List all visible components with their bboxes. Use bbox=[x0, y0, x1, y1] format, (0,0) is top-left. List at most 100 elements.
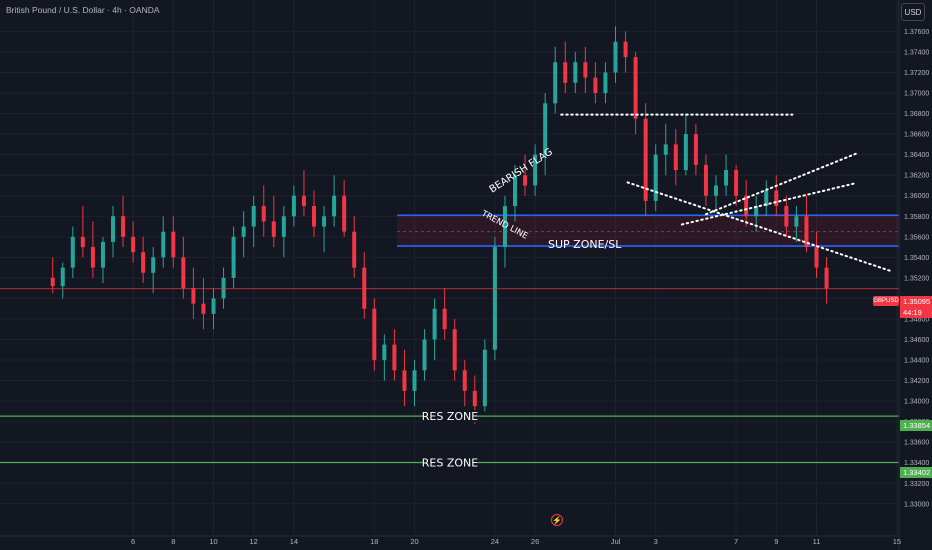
candle-body bbox=[412, 370, 417, 391]
candle-body bbox=[452, 329, 457, 371]
x-tick-label: 6 bbox=[131, 537, 135, 546]
y-tick-label: 1.34800 bbox=[904, 316, 929, 323]
y-tick-label: 1.36800 bbox=[904, 111, 929, 118]
candle-body bbox=[70, 236, 75, 268]
candle-body bbox=[251, 206, 256, 227]
y-tick-label: 1.36400 bbox=[904, 152, 929, 159]
candle-body bbox=[422, 339, 427, 371]
y-tick-label: 1.35200 bbox=[904, 275, 929, 282]
candle-body bbox=[291, 195, 296, 217]
candle-body bbox=[60, 267, 65, 287]
candle-body bbox=[754, 206, 759, 217]
x-tick-label: 7 bbox=[734, 537, 738, 546]
candle-body bbox=[392, 344, 397, 371]
candle-body bbox=[151, 257, 156, 273]
candle-body bbox=[673, 144, 678, 171]
candle-body bbox=[342, 195, 347, 232]
candle-body bbox=[583, 62, 588, 78]
x-tick-label: 15 bbox=[893, 537, 901, 546]
candle-body bbox=[161, 231, 166, 258]
time-axis[interactable]: 6810121418202426Jul37911151721232529Aug5 bbox=[0, 535, 932, 546]
y-tick-label: 1.36600 bbox=[904, 132, 929, 139]
candle-body bbox=[181, 257, 186, 289]
candle-body bbox=[382, 344, 387, 361]
candle-body bbox=[804, 216, 809, 248]
candle-body bbox=[301, 195, 306, 207]
candle-body bbox=[442, 308, 447, 330]
y-tick-label: 1.37200 bbox=[904, 70, 929, 77]
trend-line-flag-upper bbox=[704, 151, 860, 216]
y-tick-label: 1.35600 bbox=[904, 234, 929, 241]
currency-button[interactable]: USD bbox=[901, 3, 925, 21]
candle-body bbox=[734, 170, 739, 196]
x-tick-label: 10 bbox=[209, 537, 217, 546]
candle-body bbox=[221, 277, 226, 299]
y-tick-label: 1.35800 bbox=[904, 214, 929, 221]
candle-body bbox=[261, 206, 266, 222]
x-tick-label: 20 bbox=[410, 537, 418, 546]
price-axis[interactable]: 1.330001.332001.334001.336001.338001.340… bbox=[898, 0, 932, 550]
candle-body bbox=[432, 308, 437, 340]
x-tick-label: 24 bbox=[491, 537, 499, 546]
candle-body bbox=[131, 236, 136, 253]
trend-line-trend-line bbox=[626, 181, 894, 273]
candle-body bbox=[322, 216, 327, 227]
candle-body bbox=[271, 221, 276, 237]
y-tick-label: 1.34000 bbox=[904, 399, 929, 406]
candle-body bbox=[663, 144, 668, 155]
sup-zone-label: SUP ZONE/SL bbox=[548, 238, 622, 251]
candle-body bbox=[231, 236, 236, 278]
candle-body bbox=[693, 134, 698, 165]
candle-body bbox=[764, 190, 769, 207]
candle-body bbox=[141, 252, 146, 273]
price-axis-panel bbox=[899, 0, 932, 550]
y-tick-label: 1.34200 bbox=[904, 378, 929, 385]
candle-body bbox=[593, 77, 598, 94]
candle-body bbox=[332, 195, 337, 217]
symbol-title[interactable]: British Pound / U.S. Dollar · 4h · OANDA bbox=[6, 5, 160, 15]
y-tick-label: 1.37600 bbox=[904, 29, 929, 36]
candle-body bbox=[683, 134, 688, 171]
candle-body bbox=[623, 41, 628, 58]
candle-body bbox=[191, 288, 196, 304]
x-tick-label: 18 bbox=[370, 537, 378, 546]
candle-body bbox=[774, 190, 779, 207]
x-tick-label: 12 bbox=[250, 537, 258, 546]
y-tick-label: 1.34400 bbox=[904, 358, 929, 365]
candle-body bbox=[814, 247, 819, 268]
candle-body bbox=[201, 303, 206, 314]
lightning-icon[interactable]: ⚡ bbox=[551, 514, 563, 526]
x-tick-label: 26 bbox=[531, 537, 539, 546]
candle-body bbox=[794, 216, 799, 227]
candle-body bbox=[472, 390, 477, 407]
candle-body bbox=[703, 164, 708, 196]
y-tick-label: 1.37400 bbox=[904, 49, 929, 56]
candle-body bbox=[744, 195, 749, 217]
candle-body bbox=[533, 154, 538, 186]
candle-body bbox=[643, 118, 648, 201]
candle-body bbox=[362, 267, 367, 309]
candle-body bbox=[492, 247, 497, 350]
candle-body bbox=[502, 206, 507, 248]
y-tick-label: 1.33400 bbox=[904, 460, 929, 467]
y-tick-label: 1.37000 bbox=[904, 91, 929, 98]
candle-body bbox=[724, 170, 729, 186]
candle-body bbox=[784, 206, 789, 227]
candle-body bbox=[352, 231, 357, 268]
candle-body bbox=[90, 247, 95, 268]
x-tick-label: Jul bbox=[611, 537, 621, 546]
y-tick-label: 1.35400 bbox=[904, 255, 929, 262]
candle-body bbox=[603, 72, 608, 94]
candle-body bbox=[543, 103, 548, 155]
candle-body bbox=[402, 370, 407, 391]
candle-body bbox=[633, 57, 638, 119]
candle-body bbox=[281, 216, 286, 237]
drawn-lines bbox=[0, 113, 899, 464]
symbol-price-tag: GBPUSD bbox=[873, 296, 899, 306]
y-tick-label: 1.36200 bbox=[904, 173, 929, 180]
candle-body bbox=[714, 185, 718, 196]
y-tick-label: 1.33000 bbox=[904, 501, 929, 508]
candle-body bbox=[653, 154, 658, 201]
